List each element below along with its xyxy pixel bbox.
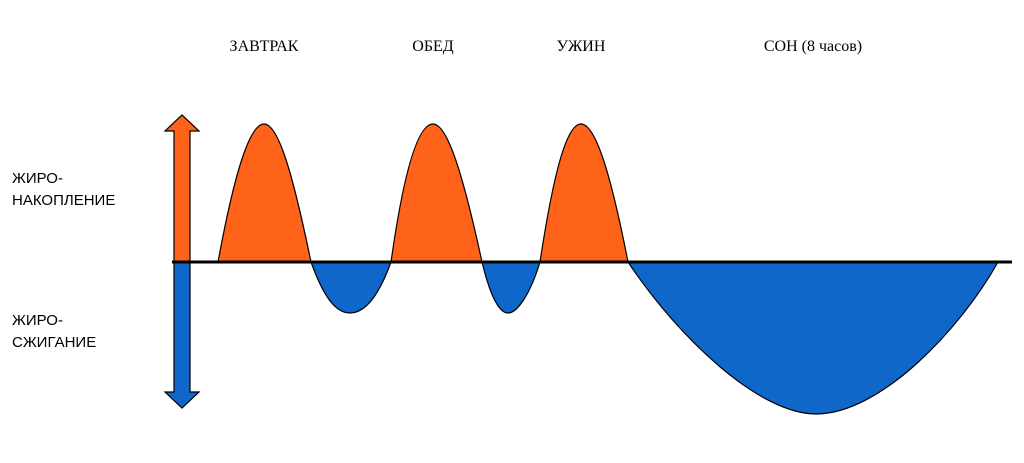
label-dinner: УЖИН [556, 38, 606, 55]
arrow-down-icon [163, 261, 201, 409]
burning-valley-1 [310, 261, 392, 314]
lunch-storage-hump [390, 123, 483, 263]
arrow-up-icon [163, 114, 201, 263]
burning-valley-2 [481, 261, 541, 314]
dinner-storage-hump [539, 123, 629, 263]
label-fat-storage-line-1: ЖИРО- [12, 170, 63, 187]
label-breakfast: ЗАВТРАК [229, 38, 299, 55]
label-fat-burning: ЖИРО- СЖИГАНИЕ [12, 310, 96, 354]
sleep-burning-valley [626, 261, 1000, 415]
label-fat-storage: ЖИРО- НАКОПЛЕНИЕ [12, 168, 115, 212]
label-fat-burning-line-2: СЖИГАНИЕ [12, 334, 97, 351]
label-lunch: ОБЕД [412, 38, 454, 55]
label-fat-burning-line-1: ЖИРО- [12, 312, 63, 329]
label-sleep: СОН (8 часов) [763, 38, 863, 55]
breakfast-storage-hump [217, 123, 312, 263]
label-fat-storage-line-2: НАКОПЛЕНИЕ [12, 192, 116, 209]
